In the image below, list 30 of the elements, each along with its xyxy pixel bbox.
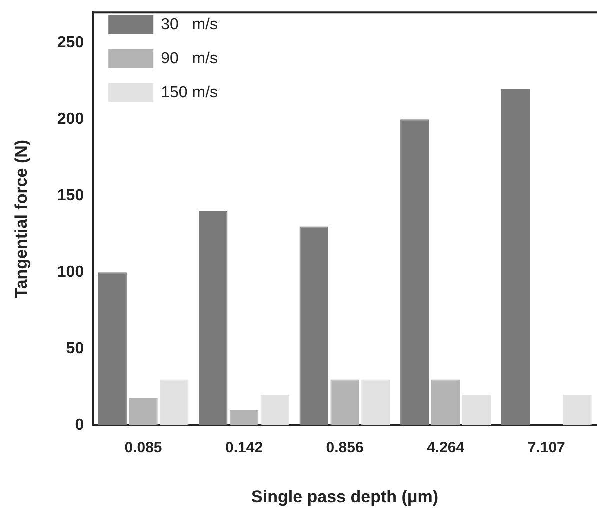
x-axis-title: Single pass depth (μm) [252,487,439,506]
y-tick-label: 50 [66,340,84,358]
bar [260,395,290,426]
x-tick-label: 0.142 [225,440,264,457]
y-tick-label: 250 [57,34,84,52]
bar [431,380,460,426]
legend-label: 150 m/s [161,84,218,102]
x-tick-label: 7.107 [528,440,566,457]
bar [98,272,127,426]
y-tick-label: 150 [57,188,84,205]
bar [300,226,329,426]
bar [230,410,259,426]
legend-label: 30 m/s [161,16,218,34]
bar [129,398,158,426]
x-tick-label: 4.264 [427,440,466,457]
x-tick-label: 0.085 [124,440,162,457]
bar [501,89,530,426]
y-tick-label: 100 [57,264,84,282]
bar [198,211,228,426]
bar [400,120,430,426]
bar [362,380,390,426]
bar [563,395,592,426]
y-tick-label: 200 [57,111,84,128]
bar [462,395,492,426]
y-tick-label: 0 [75,417,84,434]
x-tick-label: 0.856 [326,440,364,457]
bar [330,380,360,426]
bar [160,380,189,426]
legend-label: 90 m/s [161,50,218,68]
y-axis-title: Tangential force (N) [12,140,31,298]
